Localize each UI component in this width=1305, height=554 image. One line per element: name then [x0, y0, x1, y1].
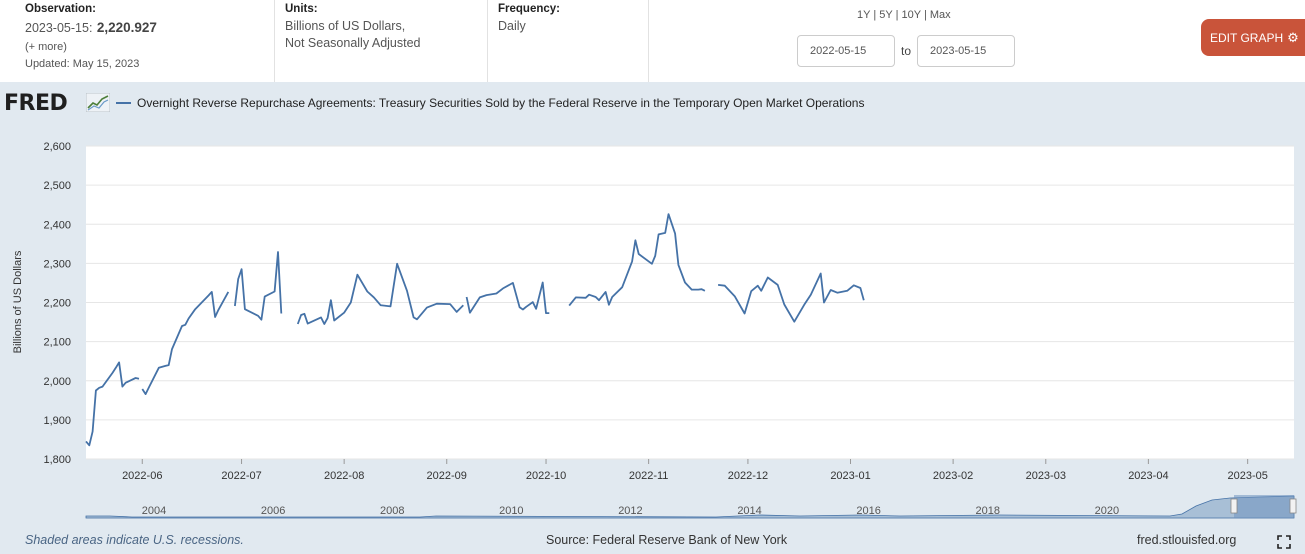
to-label: to	[901, 44, 912, 58]
fred-url-link[interactable]: fred.stlouisfed.org	[1137, 533, 1237, 547]
x-tick-label: 2022-06	[122, 470, 162, 482]
observation-cell: Observation: 2023-05-15: 2,220.927 (+ mo…	[0, 0, 275, 82]
y-tick-label: 2,400	[43, 219, 71, 231]
series-line	[568, 213, 706, 307]
y-tick-label: 2,300	[43, 258, 71, 270]
navigator-selection[interactable]	[1234, 495, 1294, 518]
navigator: 2004200620082010201220142016201820202022	[85, 495, 1297, 519]
series-lines	[85, 213, 865, 447]
range-separator: |	[895, 9, 899, 21]
x-tick-label: 2023-04	[1128, 470, 1168, 482]
more-link[interactable]: (+ more)	[25, 41, 67, 53]
series-line	[141, 290, 230, 396]
end-date-input[interactable]	[917, 35, 1015, 67]
navigator-year-label: 2018	[976, 505, 1000, 517]
x-tick-label: 2022-09	[427, 470, 467, 482]
navigator-year-label: 2004	[142, 505, 166, 517]
units-cell: Units: Billions of US Dollars, Not Seaso…	[275, 0, 488, 82]
navigator-handle[interactable]	[1230, 498, 1238, 514]
series-line	[717, 272, 865, 323]
navigator-handle[interactable]	[1289, 498, 1297, 514]
x-tick-label: 2022-10	[526, 470, 566, 482]
x-tick-label: 2023-05	[1227, 470, 1267, 482]
updated-text: Updated: May 15, 2023	[25, 58, 140, 70]
navigator-year-label: 2012	[618, 505, 642, 517]
y-tick-label: 2,200	[43, 298, 71, 310]
fullscreen-icon[interactable]	[1277, 535, 1291, 549]
edit-graph-label: EDIT GRAPH	[1210, 31, 1284, 45]
y-axis: 1,800 1,900 2,000 2,100 2,200 2,300 2,400 2,500…	[43, 141, 71, 466]
observation-label: Observation:	[25, 3, 96, 15]
observation-date: 2023-05-15:	[25, 21, 93, 35]
edit-graph-button[interactable]: EDIT GRAPH ⚙	[1201, 19, 1305, 56]
chart-title: Overnight Reverse Repurchase Agreements:…	[137, 96, 865, 110]
frequency-label: Frequency:	[498, 3, 560, 15]
range-5y-link[interactable]: 5Y	[879, 9, 893, 21]
y-axis-label: Billions of US Dollars	[12, 250, 24, 353]
fred-logo: FRED	[4, 91, 68, 116]
y-tick-label: 2,600	[43, 141, 71, 153]
x-tick-label: 2022-08	[324, 470, 364, 482]
x-tick-label: 2022-12	[728, 470, 768, 482]
grid-lines	[86, 145, 1294, 460]
x-tick-label: 2023-01	[830, 470, 870, 482]
x-tick-label: 2022-11	[629, 470, 669, 482]
x-tick-label: 2022-07	[221, 470, 261, 482]
recession-note: Shaded areas indicate U.S. recessions.	[25, 533, 244, 547]
series-line	[234, 251, 283, 321]
y-tick-label: 2,500	[43, 180, 71, 192]
source-text: Source: Federal Reserve Bank of New York	[546, 533, 788, 547]
x-axis: 2022-06 2022-07 2022-08 2022-09 2022-10 2022-…	[122, 459, 1268, 482]
navigator-year-label: 2008	[380, 505, 404, 517]
y-tick-label: 2,000	[43, 376, 71, 388]
chart-legend[interactable]: Overnight Reverse Repurchase Agreements:…	[116, 96, 864, 110]
navigator-year-label: 2006	[261, 505, 285, 517]
frequency-cell: Frequency: Daily	[488, 0, 649, 82]
range-separator: |	[873, 9, 877, 21]
legend-swatch	[116, 101, 131, 104]
navigator-year-label: 2010	[499, 505, 523, 517]
navigator-year-label: 2014	[737, 505, 761, 517]
frequency-value: Daily	[498, 19, 526, 33]
units-label: Units:	[285, 3, 318, 15]
range-separator: |	[923, 9, 927, 21]
range-10y-link[interactable]: 10Y	[901, 9, 921, 21]
start-date-input[interactable]	[797, 35, 895, 67]
units-line1: Billions of US Dollars,	[285, 19, 406, 33]
series-line	[296, 262, 464, 325]
y-tick-label: 1,800	[43, 454, 71, 466]
range-max-link[interactable]: Max	[929, 9, 951, 21]
range-1y-link[interactable]: 1Y	[857, 9, 871, 21]
x-tick-label: 2023-02	[933, 470, 973, 482]
units-line2: Not Seasonally Adjusted	[285, 36, 421, 50]
series-line	[465, 281, 550, 315]
fred-logo-chart-icon	[86, 93, 110, 112]
gear-icon: ⚙	[1287, 30, 1299, 45]
navigator-year-label: 2016	[856, 505, 880, 517]
observation-value: 2,220.927	[96, 20, 157, 35]
y-tick-label: 1,900	[43, 415, 71, 427]
y-tick-label: 2,100	[43, 337, 71, 349]
navigator-year-label: 2020	[1095, 505, 1119, 517]
series-line	[85, 361, 140, 447]
range-selector: 1Y | 5Y | 10Y | Max	[857, 9, 951, 21]
info-bar: Observation: 2023-05-15: 2,220.927 (+ mo…	[0, 0, 1305, 82]
x-tick-label: 2023-03	[1026, 470, 1066, 482]
